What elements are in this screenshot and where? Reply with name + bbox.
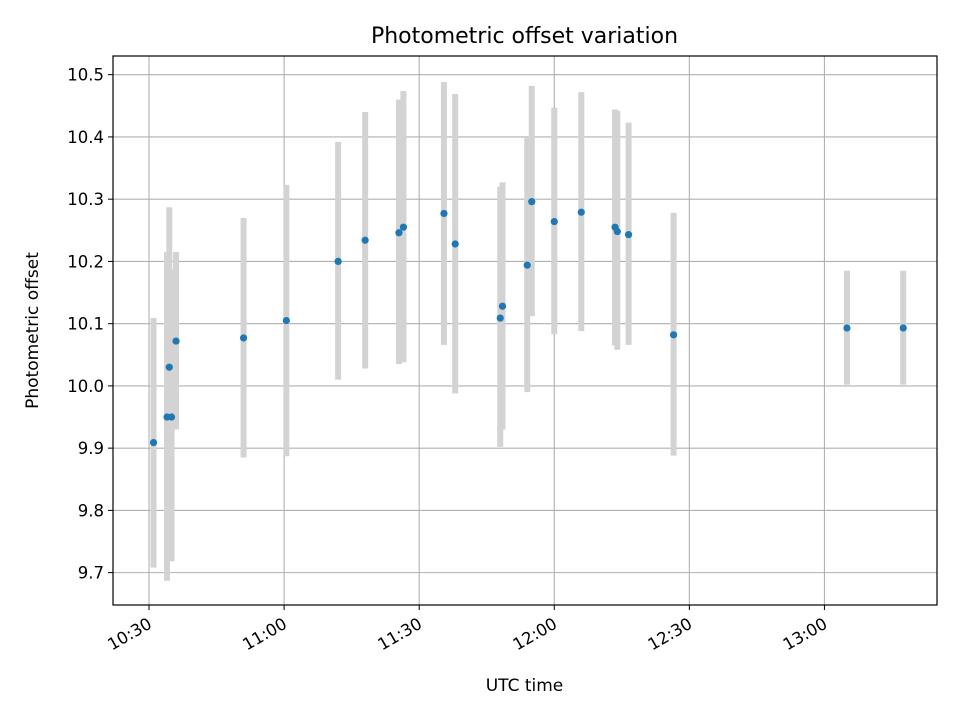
y-axis-label: Photometric offset — [23, 252, 43, 409]
data-point — [440, 209, 448, 218]
error-bars — [150, 82, 907, 581]
data-point — [149, 438, 158, 447]
x-axis-label: UTC time — [486, 676, 564, 696]
data-point — [496, 314, 504, 322]
x-tick-label: 11:30 — [374, 614, 425, 654]
data-point — [550, 217, 558, 226]
y-tick-label: 10.1 — [67, 315, 104, 334]
data-point — [843, 324, 851, 332]
data-point — [399, 223, 408, 231]
x-tick-label: 10:30 — [104, 614, 155, 654]
plot-frame — [112, 55, 938, 606]
data-point — [167, 413, 176, 421]
y-tick-label: 9.7 — [78, 564, 104, 583]
y-tick-label: 10.5 — [67, 66, 104, 85]
data-point — [165, 363, 173, 371]
x-tick-label: 13:00 — [780, 614, 831, 654]
data-point — [577, 208, 585, 216]
y-tick-label: 10.4 — [67, 128, 104, 147]
data-point — [528, 198, 536, 206]
y-tick-label: 10.3 — [67, 190, 104, 209]
data-point — [395, 229, 403, 237]
x-tick-label: 12:00 — [510, 614, 561, 654]
data-point — [282, 316, 290, 325]
data-point — [613, 227, 621, 236]
data-point — [172, 337, 180, 345]
x-tick-label: 11:00 — [239, 614, 290, 654]
data-point — [498, 302, 507, 310]
data-points — [149, 198, 907, 447]
data-point — [899, 324, 907, 332]
data-point — [624, 231, 633, 239]
y-tick-label: 9.8 — [78, 501, 104, 520]
x-axis-ticks: 10:30 11:00 11:30 12:00 12:30 13:00 — [104, 605, 830, 654]
y-axis-ticks: 9.7 9.8 9.9 10.0 10.1 10.2 10.3 10.4 10.5 — [67, 66, 113, 583]
y-tick-label: 10.0 — [67, 377, 104, 396]
data-point — [523, 261, 531, 269]
data-point — [669, 331, 678, 339]
chart-title: Photometric offset variation — [371, 24, 678, 49]
x-tick-label: 12:30 — [645, 614, 696, 654]
data-point — [361, 236, 369, 244]
y-tick-label: 10.2 — [67, 252, 104, 271]
y-tick-label: 9.9 — [78, 439, 104, 458]
data-point — [334, 257, 342, 266]
data-point — [239, 334, 248, 342]
data-point — [451, 240, 459, 248]
